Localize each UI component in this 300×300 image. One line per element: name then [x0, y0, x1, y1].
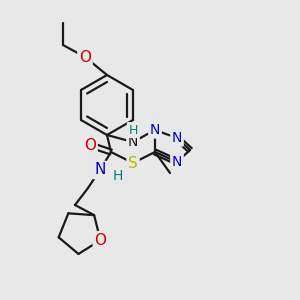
Text: H: H	[128, 124, 138, 136]
Text: H: H	[113, 169, 123, 183]
Text: O: O	[79, 50, 91, 64]
Text: N: N	[150, 123, 160, 137]
Text: S: S	[128, 155, 138, 170]
Text: N: N	[128, 135, 138, 149]
Text: O: O	[84, 137, 96, 152]
Text: N: N	[172, 155, 182, 169]
Text: O: O	[94, 233, 106, 248]
Text: N: N	[94, 163, 106, 178]
Text: N: N	[172, 131, 182, 145]
